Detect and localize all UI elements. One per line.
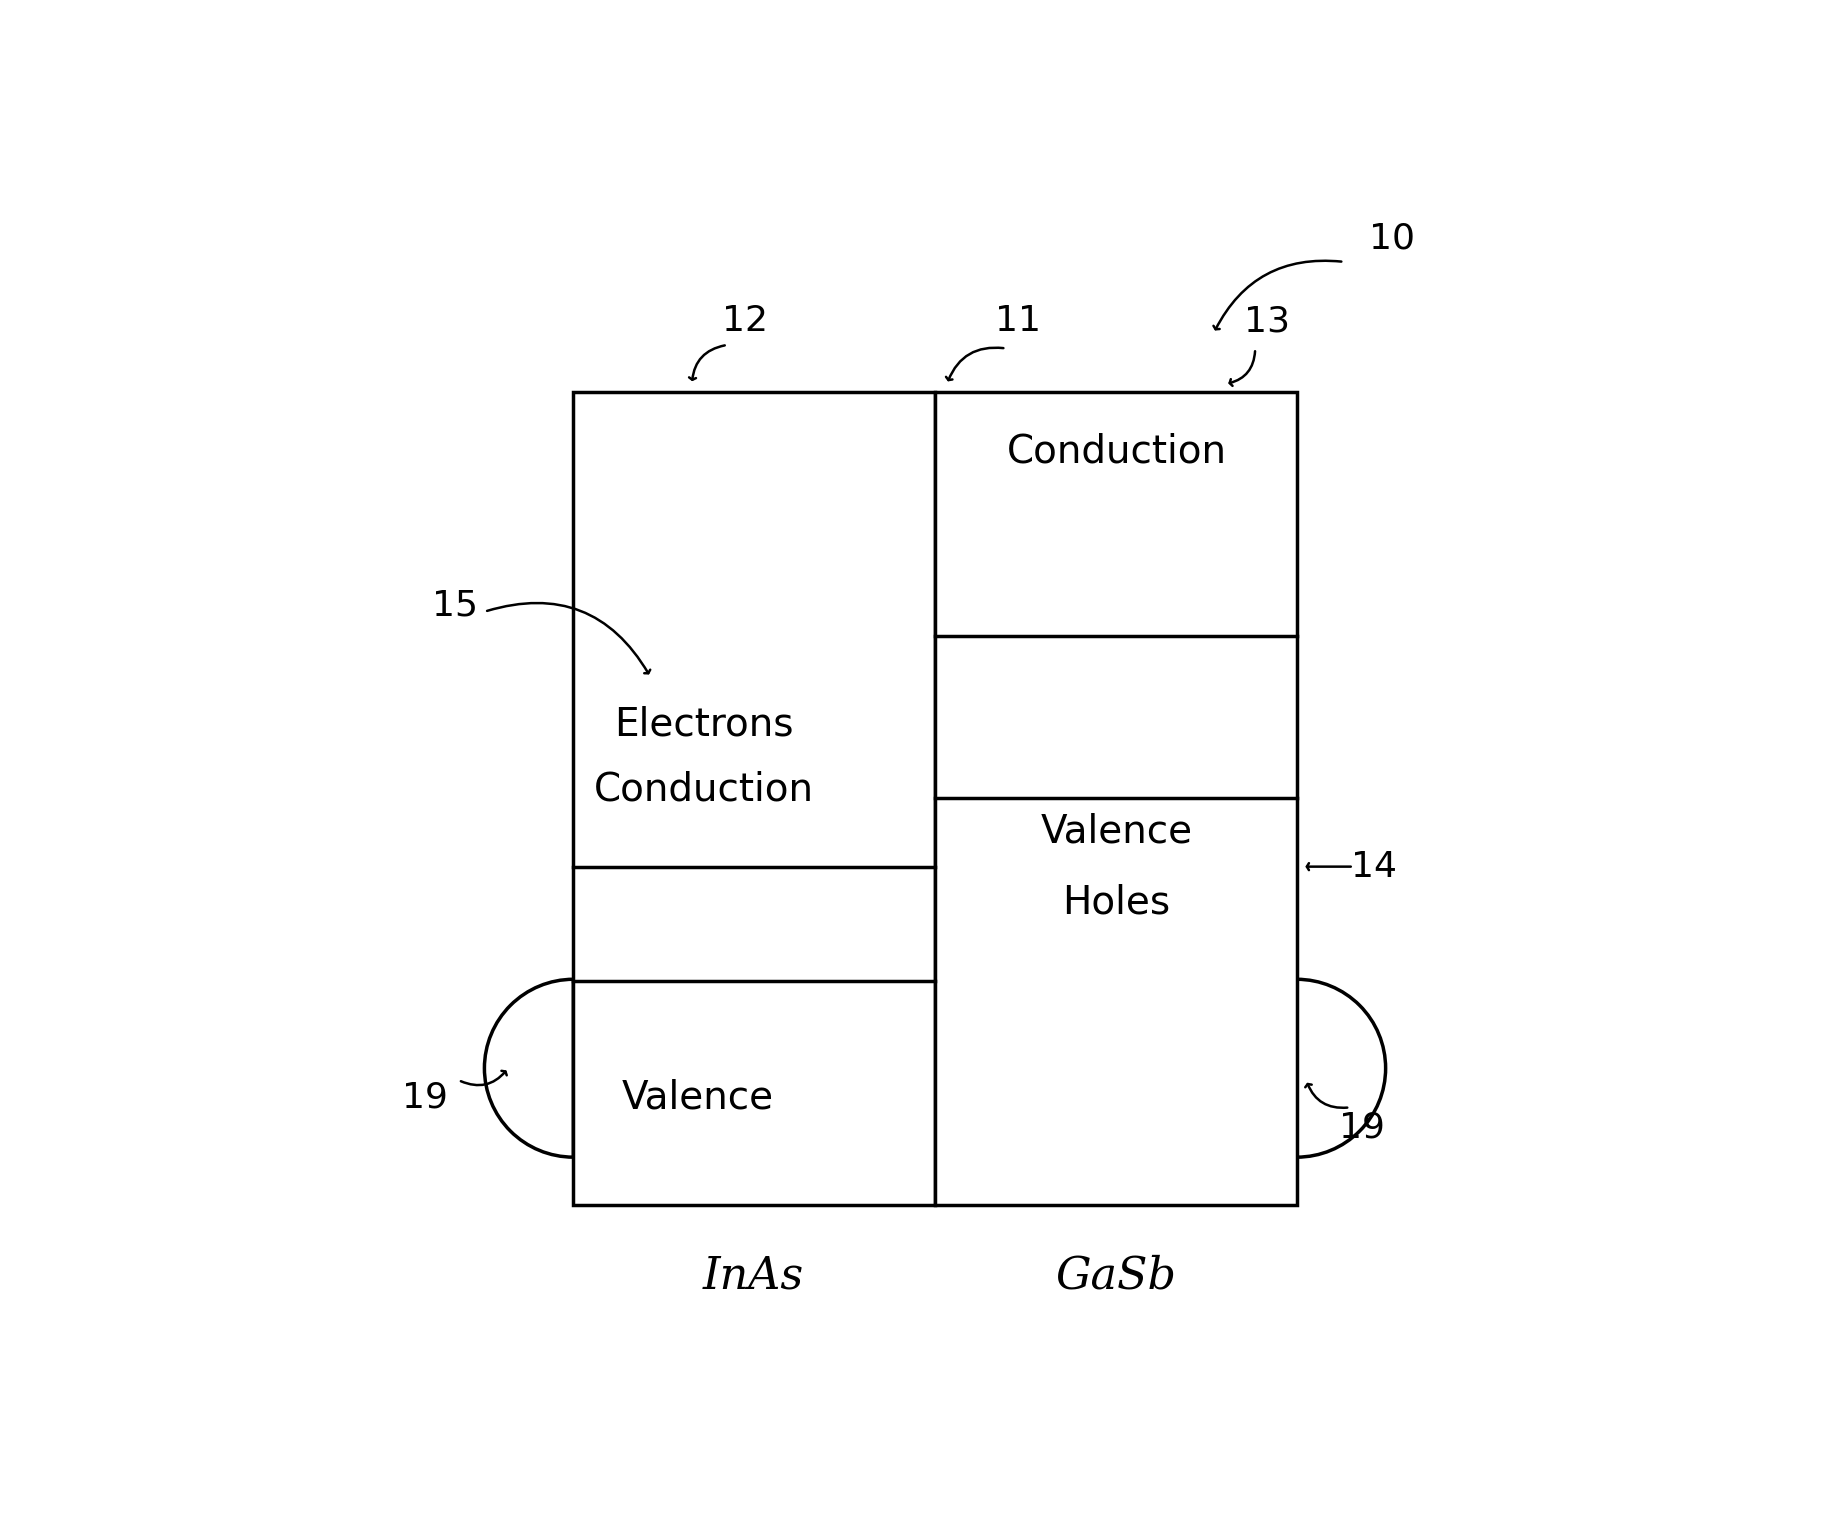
Text: 14: 14	[1351, 850, 1397, 884]
Bar	[935, 393, 1296, 1204]
Wedge shape	[1296, 979, 1386, 1157]
Text: 19: 19	[402, 1081, 448, 1115]
Text: 19: 19	[1338, 1110, 1384, 1144]
Text: Conduction: Conduction	[593, 770, 813, 808]
Text: GaSb: GaSb	[1056, 1254, 1177, 1297]
Text: 13: 13	[1245, 305, 1291, 339]
Text: 15: 15	[431, 588, 477, 622]
Text: 10: 10	[1368, 222, 1414, 256]
Text: 11: 11	[995, 305, 1041, 339]
Bar	[573, 393, 935, 1204]
Text: Electrons: Electrons	[613, 705, 793, 744]
Text: Valence: Valence	[1041, 812, 1193, 850]
Text: Conduction: Conduction	[1006, 433, 1226, 471]
Text: Valence: Valence	[622, 1080, 775, 1116]
Text: 12: 12	[722, 305, 767, 339]
Text: InAs: InAs	[703, 1254, 804, 1297]
Text: Holes: Holes	[1063, 884, 1171, 921]
Wedge shape	[485, 979, 573, 1157]
